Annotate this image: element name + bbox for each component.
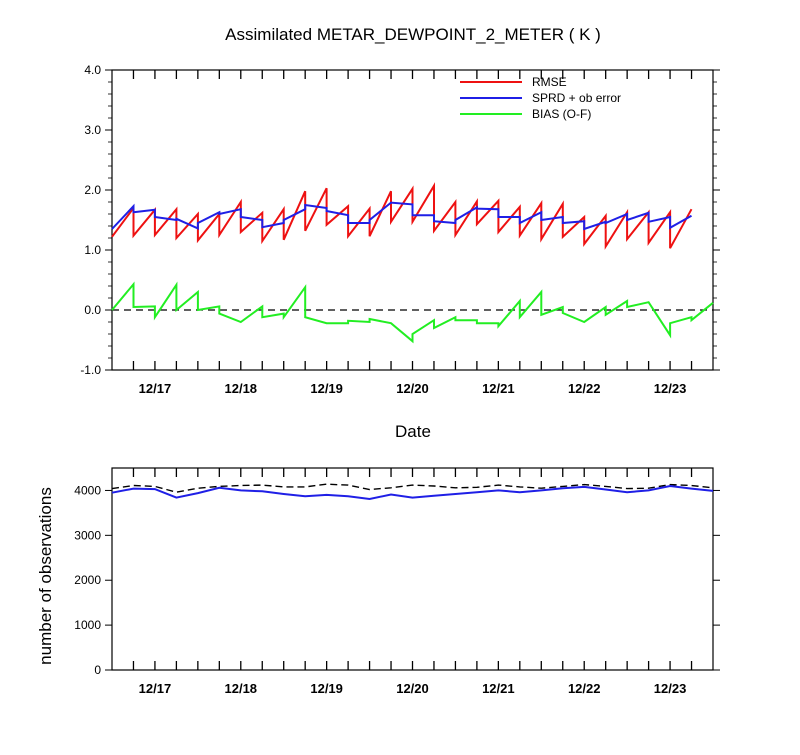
bottom-ytick-label: 2000 [74, 573, 101, 587]
top-xtick-label: 12/23 [654, 381, 687, 396]
bottom-series-possible-observations [111, 483, 714, 493]
top-ytick-label: 3.0 [84, 123, 101, 137]
bottom-xtick-label: 12/18 [225, 681, 258, 696]
bottom-xtick-label: 12/17 [139, 681, 172, 696]
legend-label-rmse: RMSE [532, 75, 567, 89]
y-axis-label-observations: number of observations [36, 487, 55, 665]
bottom-xtick-label: 12/20 [396, 681, 429, 696]
bottom-series-assimilated-observations [111, 484, 714, 501]
legend-label-sprd-ob-error: SPRD + ob error [532, 91, 621, 105]
bottom-ytick-label: 4000 [74, 483, 101, 497]
top-ytick-label: 4.0 [84, 63, 101, 77]
bottom-plot-area: 0 1000 2000 3000 4000 12/17 12/18 12/19 12/20 12/… [74, 467, 720, 696]
x-axis-label: Date [395, 422, 431, 441]
top-ytick-label: -1.0 [80, 363, 101, 377]
bottom-xtick-label: 12/22 [568, 681, 601, 696]
top-plot-area: -1.0 0.0 1.0 2.0 3.0 4.0 12/17 12/18 12/19 12/20 1… [80, 63, 720, 396]
top-xtick-label: 12/18 [225, 381, 258, 396]
bottom-ytick-label: 0 [94, 663, 101, 677]
bottom-xtick-label: 12/23 [654, 681, 687, 696]
bottom-xtick-label: 12/21 [482, 681, 515, 696]
top-series-bias-o-f [111, 281, 714, 344]
top-ytick-label: 1.0 [84, 243, 101, 257]
top-ytick-label: 0.0 [84, 303, 101, 317]
top-xtick-label: 12/22 [568, 381, 601, 396]
top-xtick-label: 12/21 [482, 381, 515, 396]
bottom-ytick-label: 1000 [74, 618, 101, 632]
top-xtick-label: 12/20 [396, 381, 429, 396]
top-xtick-label: 12/19 [310, 381, 343, 396]
legend-label-bias-o-f: BIAS (O-F) [532, 107, 591, 121]
top-ytick-label: 2.0 [84, 183, 101, 197]
chart-title: Assimilated METAR_DEWPOINT_2_METER ( K ) [225, 25, 601, 44]
legend: RMSE SPRD + ob error BIAS (O-F) [460, 75, 621, 121]
bottom-ytick-label: 3000 [74, 528, 101, 542]
top-series-rmse [111, 182, 693, 250]
bottom-xtick-label: 12/19 [310, 681, 343, 696]
top-series-sprd-ob-error [111, 201, 692, 231]
top-xtick-label: 12/17 [139, 381, 172, 396]
